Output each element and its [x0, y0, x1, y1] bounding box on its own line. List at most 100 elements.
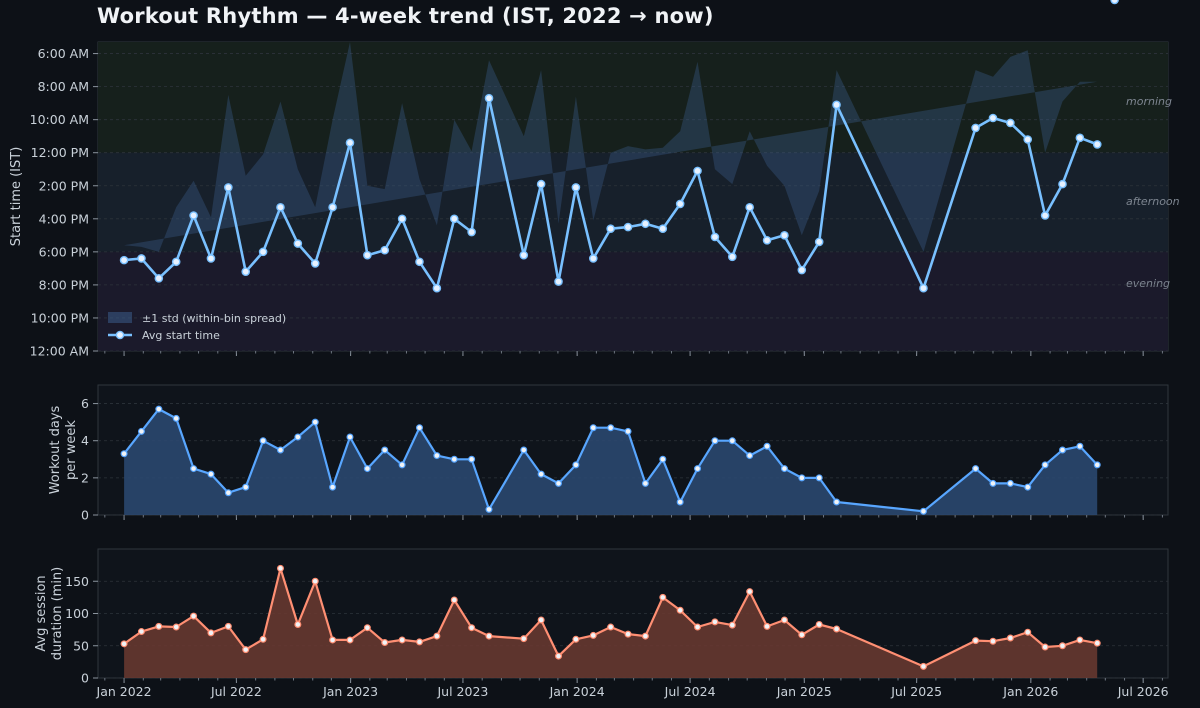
- days-point: [346, 433, 354, 441]
- y-tick-label: 6: [81, 396, 89, 411]
- avg-start-point: [467, 227, 476, 237]
- days-point: [137, 427, 145, 435]
- avg-start-point: [710, 232, 720, 242]
- days-point: [398, 461, 406, 469]
- days-point: [589, 424, 597, 432]
- avg-start-point: [797, 265, 807, 275]
- duration-point: [555, 652, 563, 660]
- days-point: [728, 437, 736, 445]
- duration-point: [833, 625, 841, 633]
- avg-start-point: [415, 257, 424, 267]
- band-label-afternoon: afternoon: [1126, 195, 1180, 208]
- y-tick-label: 4: [81, 433, 89, 448]
- days-point: [329, 483, 337, 491]
- y-tick-label: 12:00 AM: [30, 344, 89, 359]
- duration-point: [155, 622, 163, 630]
- duration-point: [607, 623, 615, 631]
- avg-start-point: [988, 113, 998, 123]
- avg-start-point: [380, 245, 390, 255]
- avg-start-point: [293, 239, 303, 248]
- legend-avg-label: Avg start time: [142, 329, 220, 342]
- x-tick-label: Jan 2026: [1002, 684, 1058, 699]
- duration-point: [572, 635, 580, 643]
- days-point: [415, 424, 423, 432]
- duration-point: [763, 622, 771, 630]
- duration-point: [207, 629, 215, 637]
- y-tick-label: 150: [65, 574, 89, 589]
- avg-start-point: [745, 202, 754, 212]
- avg-start-point: [432, 283, 442, 293]
- days-point: [833, 498, 841, 506]
- days-point: [798, 474, 806, 482]
- days-point: [1093, 461, 1101, 469]
- avg-start-point: [762, 235, 772, 245]
- duration-point: [172, 623, 180, 631]
- duration-point: [798, 631, 806, 639]
- avg-start-point: [397, 214, 407, 224]
- days-point: [624, 427, 632, 435]
- band-afternoon: [98, 152, 1168, 252]
- days-point: [1076, 442, 1084, 450]
- avg-start-point: [658, 224, 668, 234]
- days-point: [294, 433, 302, 441]
- std-band-area: [124, 42, 1098, 252]
- avg-start-point: [189, 211, 198, 220]
- duration-point: [1058, 642, 1066, 650]
- duration-point: [537, 616, 545, 624]
- days-point: [676, 498, 684, 506]
- x-tick-label: Jul 2025: [890, 684, 942, 699]
- duration-point: [190, 612, 198, 620]
- days-point: [242, 483, 250, 491]
- days-point: [1041, 461, 1049, 469]
- y-tick-label: 2:00 PM: [39, 178, 89, 193]
- duration-point: [485, 632, 493, 640]
- avg-start-point: [154, 273, 164, 283]
- avg-start-point: [814, 237, 824, 247]
- days-point: [311, 418, 319, 426]
- x-tick-label: Jul 2024: [664, 684, 716, 699]
- days-point: [190, 465, 198, 473]
- avg-start-point: [536, 179, 546, 189]
- avg-start-point: [449, 214, 459, 224]
- days-y-axis-title-line: Workout days: [48, 405, 63, 494]
- avg-start-point: [919, 283, 928, 293]
- duration-point: [711, 618, 719, 626]
- duration-point: [120, 640, 128, 648]
- x-tick-label: Jan 2022: [96, 684, 152, 699]
- y-tick-label: 6:00 PM: [39, 244, 89, 259]
- y-tick-label: 50: [73, 638, 89, 653]
- y-tick-label: 0: [81, 508, 89, 523]
- days-point: [815, 474, 823, 482]
- duration-point: [676, 606, 684, 614]
- avg-start-point: [728, 252, 737, 262]
- days-point: [780, 465, 788, 473]
- avg-start-point: [258, 247, 268, 257]
- days-point: [972, 465, 980, 473]
- days-point: [363, 465, 371, 473]
- duration-point: [815, 620, 823, 628]
- duration-point: [728, 621, 736, 629]
- duration-point: [694, 623, 702, 631]
- avg-start-point: [345, 138, 355, 148]
- band-evening: [98, 251, 1168, 351]
- duration-point: [972, 637, 980, 645]
- duration-point: [919, 662, 927, 670]
- duration-point: [242, 646, 250, 654]
- duration-area-fill: [124, 568, 1098, 678]
- avg-start-point: [832, 100, 841, 110]
- avg-start-point: [519, 250, 529, 260]
- y-tick-label: 12:00 PM: [31, 145, 89, 160]
- duration-point: [137, 628, 145, 636]
- days-point: [641, 479, 649, 487]
- days-point: [259, 437, 267, 445]
- legend: ±1 std (within-bin spread) Avg start time: [108, 312, 286, 342]
- duration-point: [624, 630, 632, 638]
- avg-start-line: [123, 96, 1098, 290]
- y-tick-label: 8:00 AM: [38, 79, 89, 94]
- duration-point: [1006, 634, 1014, 642]
- days-point: [711, 437, 719, 445]
- avg-start-point: [241, 267, 251, 276]
- avg-start-point: [1040, 211, 1050, 220]
- avg-start-point: [693, 166, 702, 176]
